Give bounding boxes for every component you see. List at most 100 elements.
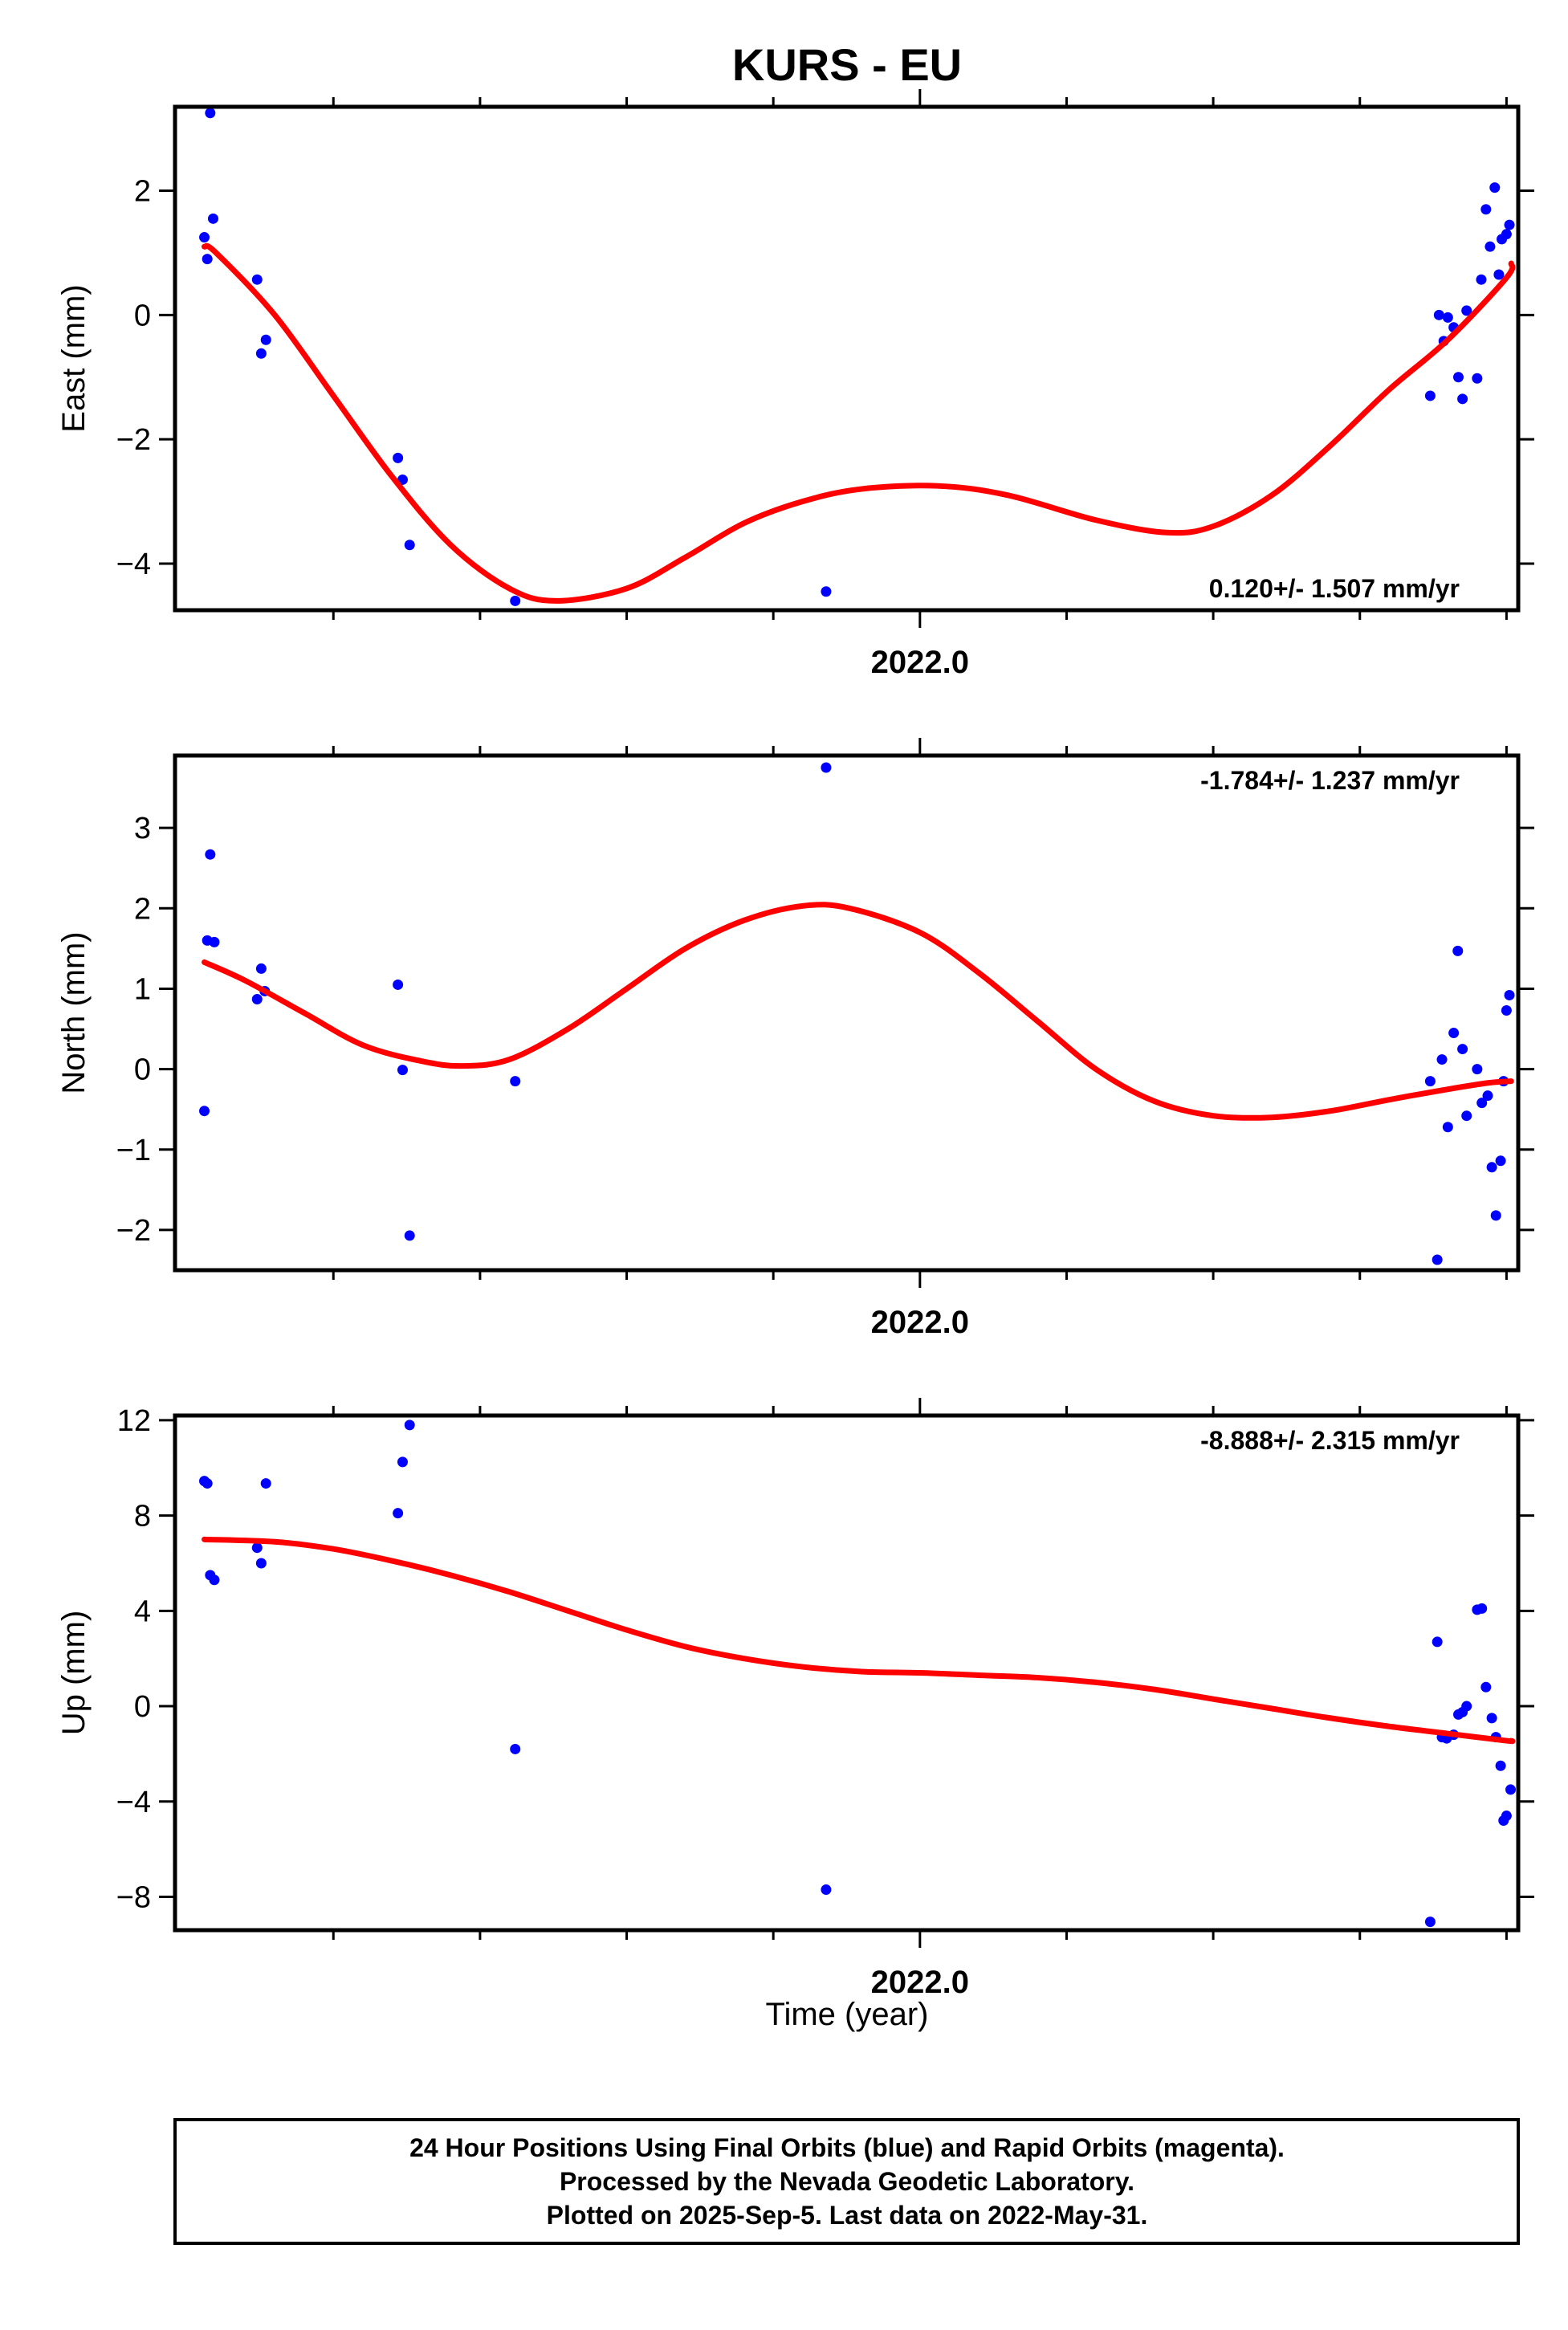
data-point — [1505, 1784, 1517, 1795]
data-point — [1495, 1760, 1506, 1771]
data-point — [510, 1743, 521, 1754]
x-tick-label: 2022.0 — [871, 1305, 969, 1340]
data-point — [1432, 1636, 1443, 1648]
up-panel: 2022.0 −8 −4 0 4 8 12 Up (mm) -8.888+/- 2.315 mm… — [56, 1398, 1534, 2000]
fit-curve — [202, 242, 1516, 604]
footer-line-3: Plotted on 2025-Sep-5. Last data on 2022… — [547, 2201, 1148, 2230]
data-point — [260, 334, 271, 345]
data-point — [1452, 945, 1464, 956]
data-point — [1461, 1701, 1472, 1712]
data-point — [202, 1478, 213, 1489]
rate-annotation: -1.784+/- 1.237 mm/yr — [1200, 766, 1460, 795]
y-axis-label: North (mm) — [56, 931, 92, 1094]
y-tick-label: 2 — [134, 892, 151, 926]
data-point — [1442, 312, 1453, 323]
y-tick-label: 1 — [134, 972, 151, 1006]
fit-curve — [202, 1536, 1516, 1745]
y-axis-label: East (mm) — [56, 284, 92, 432]
plot-frame — [173, 104, 1521, 613]
data-points — [199, 108, 1515, 606]
y-tick-label: −8 — [116, 1880, 151, 1914]
data-point — [510, 1076, 521, 1087]
data-point — [1486, 1713, 1497, 1724]
data-point — [393, 452, 404, 463]
data-point — [1457, 393, 1468, 405]
data-point — [255, 963, 267, 974]
data-point — [821, 1884, 832, 1896]
data-points — [199, 1420, 1517, 1928]
north-panel: 2022.0 −2 −1 0 1 2 3 North (mm) -1.784+/- 1.237 … — [56, 738, 1534, 1340]
y-axis-label: Up (mm) — [56, 1611, 92, 1736]
y-tick-label: 3 — [134, 812, 151, 845]
data-point — [1424, 1917, 1436, 1928]
data-point — [1442, 1122, 1453, 1133]
data-point — [404, 1420, 415, 1431]
data-point — [205, 108, 216, 119]
data-point — [209, 1574, 220, 1586]
data-point — [1485, 241, 1496, 252]
data-point — [1501, 229, 1512, 240]
data-point — [1472, 1064, 1483, 1075]
y-tick-label: 0 — [134, 1053, 151, 1087]
data-point — [404, 540, 415, 551]
data-point — [251, 274, 263, 285]
data-point — [209, 936, 220, 947]
data-point — [821, 762, 832, 773]
plot-frame — [173, 753, 1521, 1273]
data-point — [1476, 1098, 1488, 1109]
x-axis-label: Time (year) — [766, 1997, 929, 2032]
fit-curve — [202, 902, 1514, 1121]
data-point — [404, 1230, 415, 1241]
data-point — [1501, 1004, 1512, 1016]
data-point — [205, 849, 216, 860]
data-point — [397, 1456, 408, 1468]
data-point — [1504, 219, 1515, 230]
data-point — [821, 586, 832, 597]
plot-frame — [173, 1413, 1521, 1933]
data-point — [199, 232, 210, 243]
data-point — [1452, 372, 1464, 383]
data-point — [1482, 1090, 1493, 1102]
y-tick-label: 0 — [134, 299, 151, 332]
data-point — [1486, 1162, 1497, 1173]
data-point — [207, 213, 218, 224]
data-point — [510, 595, 521, 606]
data-point — [393, 1508, 404, 1519]
footer-line-1: 24 Hour Positions Using Final Orbits (bl… — [409, 2133, 1285, 2162]
data-point — [1433, 309, 1444, 320]
y-tick-label: −1 — [116, 1134, 151, 1167]
data-point — [1476, 1603, 1488, 1614]
y-tick-label: 0 — [134, 1690, 151, 1724]
y-tick-label: −2 — [116, 423, 151, 457]
data-point — [1476, 274, 1487, 285]
data-point — [1448, 1028, 1460, 1039]
y-tick-label: −4 — [116, 1786, 151, 1819]
x-tick-label: 2022.0 — [871, 1965, 969, 2000]
data-point — [1461, 1110, 1472, 1122]
data-point — [1472, 373, 1483, 384]
data-point — [1480, 204, 1492, 215]
data-point — [251, 1542, 263, 1554]
footer-line-2: Processed by the Nevada Geodetic Laborat… — [560, 2167, 1134, 2196]
data-point — [393, 979, 404, 990]
data-point — [255, 348, 267, 359]
data-point — [397, 1065, 408, 1076]
data-point — [1457, 1044, 1468, 1055]
data-point — [260, 1478, 271, 1489]
data-point — [1432, 1254, 1443, 1265]
data-point — [255, 1558, 267, 1569]
y-tick-label: 4 — [134, 1595, 151, 1628]
data-point — [202, 254, 213, 265]
y-tick-label: 12 — [117, 1404, 151, 1438]
data-point — [1490, 1210, 1501, 1221]
footer-box: 24 Hour Positions Using Final Orbits (bl… — [173, 2118, 1520, 2245]
figure-title: KURS - EU — [732, 39, 962, 90]
y-tick-label: 2 — [134, 175, 151, 209]
data-point — [251, 993, 263, 1004]
data-points — [199, 762, 1515, 1265]
x-tick-label: 2022.0 — [871, 645, 969, 680]
rate-annotation: -8.888+/- 2.315 mm/yr — [1200, 1426, 1460, 1455]
data-point — [1424, 390, 1436, 401]
y-tick-label: −2 — [116, 1214, 151, 1248]
